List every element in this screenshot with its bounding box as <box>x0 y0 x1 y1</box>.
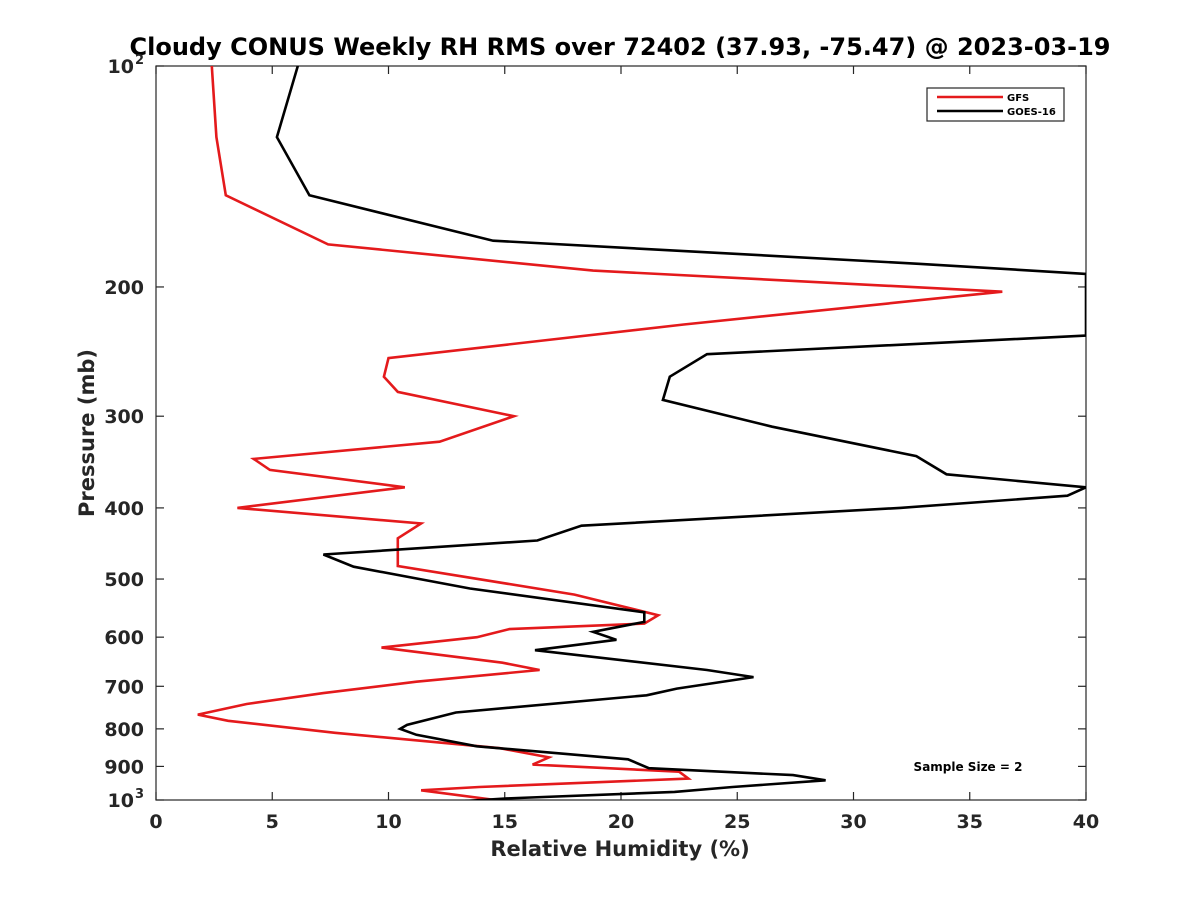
y-tick-label: 600 <box>104 627 144 649</box>
y-tick-label: 900 <box>104 756 144 778</box>
x-tick-label: 35 <box>957 811 983 833</box>
x-tick-label: 10 <box>375 811 401 833</box>
y-tick-label: 700 <box>104 676 144 698</box>
y-tick-exponent: 2 <box>135 53 144 68</box>
y-axis-label: Pressure (mb) <box>75 349 99 517</box>
x-tick-label: 20 <box>608 811 634 833</box>
legend-label: GOES-16 <box>1007 107 1056 118</box>
x-tick-label: 40 <box>1073 811 1099 833</box>
y-tick-label: 300 <box>104 406 144 428</box>
y-tick-label: 200 <box>104 277 144 299</box>
y-tick-label: 500 <box>104 569 144 591</box>
x-tick-label: 5 <box>266 811 279 833</box>
legend: GFS GOES-16 <box>926 87 1065 122</box>
x-tick-label: 15 <box>492 811 518 833</box>
y-tick-label: 10 <box>108 56 134 78</box>
x-axis-label: Relative Humidity (%) <box>490 837 749 861</box>
x-tick-label: 25 <box>724 811 750 833</box>
series-layer <box>197 66 1086 800</box>
legend-label: GFS <box>1007 93 1029 104</box>
chart-title: Cloudy CONUS Weekly RH RMS over 72402 (3… <box>130 33 1111 61</box>
x-axis-ticks: 0 5 10 15 20 25 30 35 40 <box>149 66 1099 833</box>
series-line-gfs <box>197 66 1003 800</box>
series-line-goes-16 <box>275 66 1086 800</box>
y-tick-exponent: 3 <box>135 787 144 802</box>
y-tick-label: 400 <box>104 498 144 520</box>
y-tick-label: 800 <box>104 719 144 741</box>
sample-size-annotation: Sample Size = 2 <box>914 760 1023 774</box>
legend-box <box>926 87 1065 122</box>
x-tick-label: 0 <box>149 811 162 833</box>
x-tick-label: 30 <box>840 811 866 833</box>
y-tick-label: 10 <box>108 790 134 812</box>
